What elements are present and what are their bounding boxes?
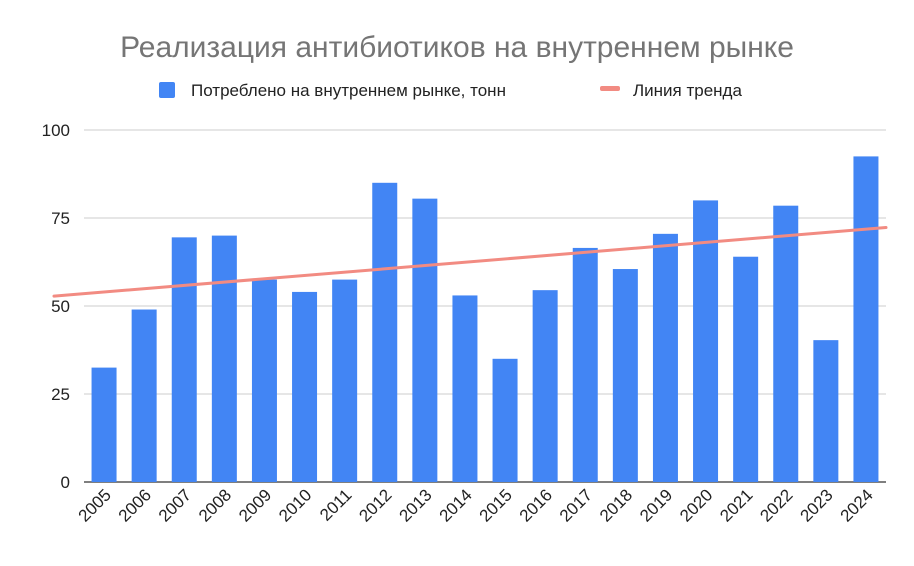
bar-2016 <box>532 290 558 482</box>
x-tick-label: 2023 <box>796 485 836 525</box>
bar-2012 <box>372 182 398 483</box>
bar-2018 <box>612 269 638 482</box>
x-tick-label: 2019 <box>636 485 676 525</box>
x-tick-label: 2008 <box>195 485 235 525</box>
bar-2021 <box>733 256 759 482</box>
x-tick-label: 2015 <box>476 485 516 525</box>
bar-2020 <box>693 200 719 482</box>
legend-swatch-bars <box>159 82 175 98</box>
bar-2022 <box>773 205 799 482</box>
gridlines <box>84 129 886 483</box>
trendline-layer <box>52 226 888 298</box>
x-tick-label: 2020 <box>676 485 716 525</box>
x-tick-label: 2011 <box>316 485 355 524</box>
bars <box>91 156 879 483</box>
bar-2023 <box>813 340 839 482</box>
x-tick-label: 2013 <box>395 485 435 525</box>
x-tick-label: 2009 <box>235 485 275 525</box>
bar-2008 <box>211 235 237 482</box>
x-tick-label: 2021 <box>716 485 756 525</box>
bar-2015 <box>492 358 518 482</box>
y-tick-label: 75 <box>51 209 70 228</box>
legend-swatch-trendline <box>600 86 620 91</box>
legend-label-bars: Потреблено на внутреннем рынке, тонн <box>191 81 506 100</box>
legend-label-trendline: Линия тренда <box>633 81 742 100</box>
bar-2010 <box>292 291 318 482</box>
x-tick-label: 2022 <box>756 485 796 525</box>
bar-2024 <box>853 156 879 482</box>
x-tick-label: 2007 <box>155 485 195 525</box>
legend: Потреблено на внутреннем рынке, тонн Лин… <box>159 81 742 100</box>
x-tick-label: 2017 <box>556 485 596 525</box>
bar-2013 <box>412 198 438 482</box>
x-axis-ticks: 2005 2006 2007 2008 2009 2010 2011 2012 2013 2014… <box>75 485 877 525</box>
trendline <box>52 226 888 298</box>
x-tick-label: 2012 <box>355 485 395 525</box>
x-tick-label: 2018 <box>596 485 636 525</box>
x-tick-label: 2005 <box>75 485 115 525</box>
x-tick-label: 2010 <box>275 485 315 525</box>
bar-2007 <box>171 237 197 482</box>
y-tick-label: 50 <box>51 297 70 316</box>
bar-2009 <box>251 279 277 482</box>
x-tick-label: 2014 <box>436 485 476 525</box>
chart-title: Реализация антибиотиков на внутреннем ры… <box>120 31 794 64</box>
x-tick-label: 2006 <box>115 485 155 525</box>
bar-2014 <box>452 295 478 482</box>
bar-2005 <box>91 367 117 482</box>
y-tick-label: 25 <box>51 385 70 404</box>
y-tick-label: 100 <box>42 121 70 140</box>
bar-2006 <box>131 309 157 482</box>
x-tick-label: 2024 <box>837 485 877 525</box>
bar-2017 <box>572 247 598 482</box>
y-axis-ticks: 0 25 50 75 100 <box>42 121 70 492</box>
x-tick-label: 2016 <box>516 485 556 525</box>
y-tick-label: 0 <box>61 473 70 492</box>
bar-2019 <box>652 233 678 482</box>
bar-2011 <box>332 279 358 482</box>
